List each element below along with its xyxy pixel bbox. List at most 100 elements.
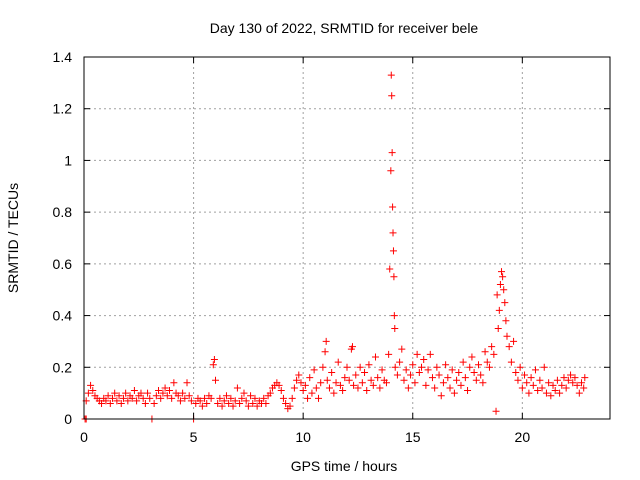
data-point (161, 384, 169, 392)
data-point (498, 268, 506, 276)
data-point (461, 374, 469, 382)
data-point (198, 402, 206, 410)
data-point (341, 374, 349, 382)
data-point (398, 345, 406, 353)
data-point (146, 394, 154, 402)
data-point (475, 361, 482, 369)
data-point (286, 402, 294, 410)
data-point (354, 384, 362, 392)
data-point (192, 399, 200, 407)
data-point (322, 337, 330, 345)
data-point (560, 374, 568, 382)
data-point (485, 363, 493, 371)
data-point (468, 353, 476, 361)
data-point (562, 384, 570, 392)
data-point (196, 397, 204, 405)
data-point (301, 381, 309, 389)
plot-frame (83, 56, 611, 420)
data-point (262, 399, 270, 407)
data-point (386, 265, 394, 273)
data-point (490, 350, 498, 358)
data-point (448, 366, 456, 374)
data-point (236, 399, 244, 407)
data-point (227, 394, 235, 402)
data-point (439, 379, 447, 387)
data-point (210, 356, 218, 364)
y-tick-label: 0 (64, 411, 72, 427)
data-point (352, 371, 360, 379)
data-point (507, 358, 515, 366)
data-point (521, 371, 529, 379)
data-point (339, 387, 347, 395)
data-point (581, 374, 589, 382)
y-tick-label: 0.4 (53, 308, 73, 324)
data-point (249, 399, 257, 407)
data-point (297, 379, 305, 387)
data-point (426, 350, 434, 358)
data-point (363, 387, 371, 395)
data-point (523, 379, 531, 387)
data-point (159, 389, 167, 397)
y-axis-title: SRMTID / TECUs (5, 183, 21, 293)
data-point (404, 384, 412, 392)
data-point (553, 376, 561, 384)
data-point (207, 394, 215, 402)
data-point (411, 379, 419, 387)
data-point (495, 306, 503, 314)
data-point (391, 325, 399, 332)
data-point (536, 376, 544, 384)
data-point (277, 387, 285, 395)
data-point (87, 381, 95, 389)
data-point (389, 229, 397, 237)
data-point (494, 325, 502, 332)
data-point (382, 379, 390, 387)
data-point (479, 379, 487, 387)
data-point (348, 343, 356, 351)
data-point (343, 363, 351, 371)
data-point (453, 376, 461, 384)
data-point (569, 379, 577, 387)
data-point (176, 397, 184, 405)
x-tick-label: 15 (405, 429, 421, 445)
data-point (122, 389, 130, 397)
data-point (137, 389, 145, 397)
data-point (238, 394, 246, 402)
data-point (113, 397, 121, 405)
data-point (220, 397, 228, 405)
data-point (422, 381, 430, 389)
data-point (376, 384, 384, 392)
data-point (499, 273, 507, 281)
data-point (306, 374, 314, 382)
data-point (84, 389, 92, 397)
data-point (115, 392, 123, 400)
data-point (251, 394, 259, 402)
data-point (547, 392, 555, 400)
data-point (282, 399, 290, 407)
data-point (290, 384, 298, 392)
data-point (139, 394, 147, 402)
data-point (117, 399, 125, 407)
data-point (183, 379, 191, 387)
data-point (455, 368, 463, 376)
data-point (104, 392, 112, 400)
data-point (330, 389, 338, 397)
data-point (415, 368, 423, 376)
data-point (308, 389, 316, 397)
data-point (222, 392, 230, 400)
data-point (310, 366, 318, 374)
data-points (81, 71, 589, 423)
data-point (185, 392, 193, 400)
data-point (525, 389, 533, 397)
data-point (534, 387, 542, 395)
data-point (538, 384, 546, 392)
data-point (481, 348, 489, 356)
data-point (466, 363, 474, 371)
data-point (214, 399, 222, 407)
data-point (459, 358, 467, 366)
data-point (315, 394, 323, 402)
data-point (396, 358, 404, 366)
data-point (446, 384, 454, 392)
data-point (216, 394, 224, 402)
data-point (502, 317, 510, 325)
